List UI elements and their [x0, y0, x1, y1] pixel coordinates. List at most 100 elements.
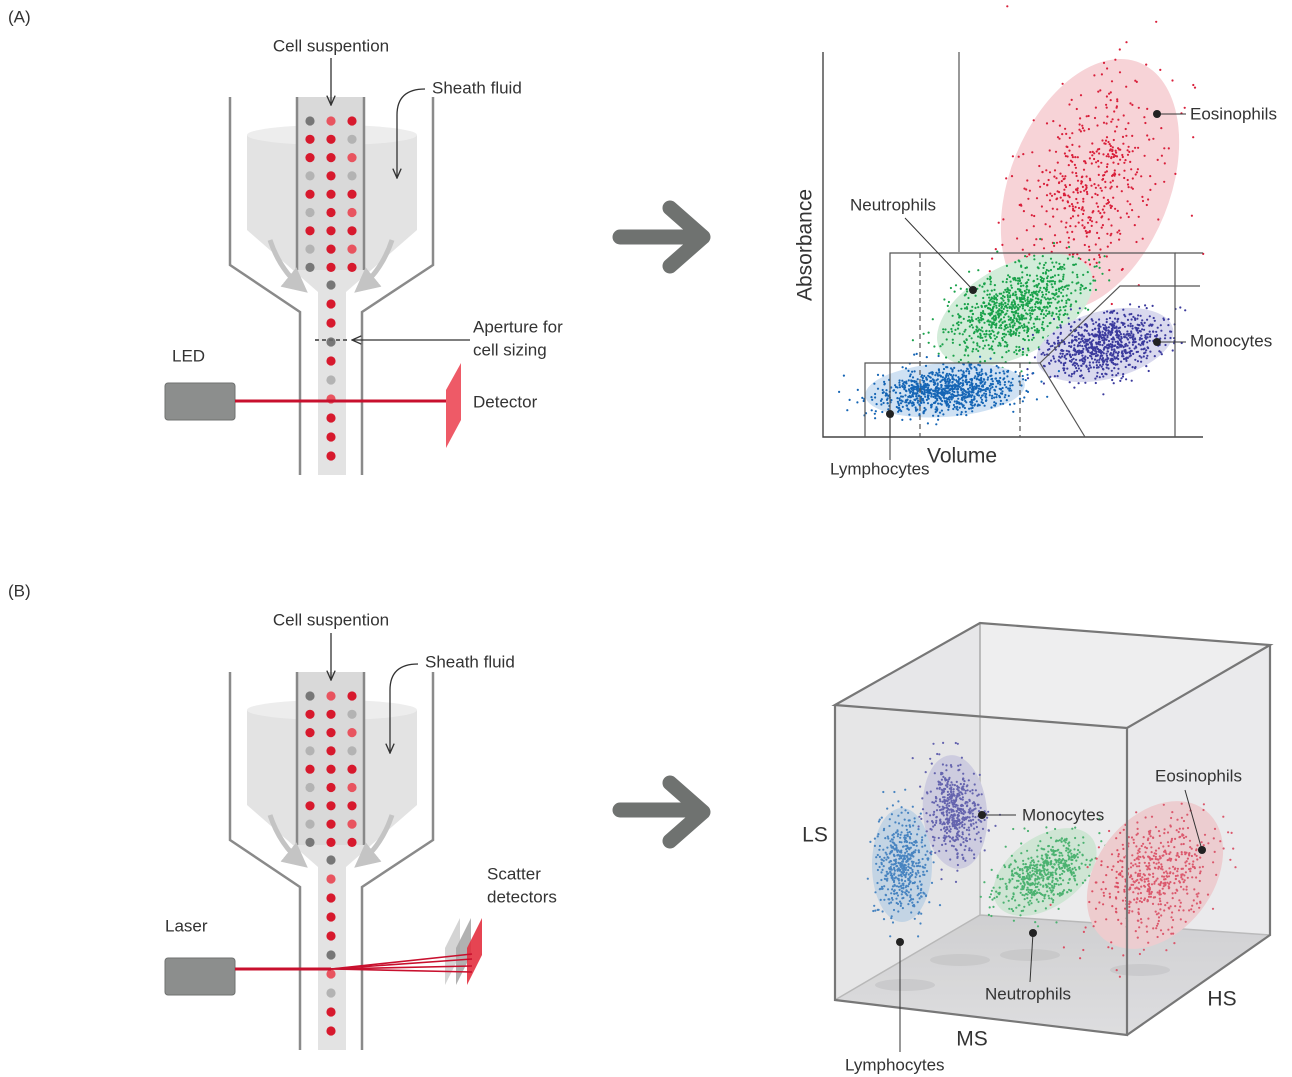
cell-dot: [1022, 307, 1024, 309]
cell-dot: [1095, 354, 1097, 356]
cell-dot: [1120, 333, 1122, 335]
cell-dot: [843, 375, 845, 377]
cell-dot: [1046, 286, 1048, 288]
cell-dot: [1021, 304, 1023, 306]
cell-dot: [967, 392, 969, 394]
cell-dot: [1129, 203, 1131, 205]
diagram: (A) (B) Cell suspention Sheath fluid Ape…: [0, 0, 1292, 1077]
cell-dot: [1004, 302, 1006, 304]
cell-dot: [1075, 198, 1077, 200]
cell-dot: [1058, 356, 1060, 358]
cell-dot: [874, 417, 876, 419]
cell-dot: [941, 410, 943, 412]
cell-dot: [1069, 225, 1071, 227]
cell-dot: [1098, 327, 1100, 329]
cell-dot: [1052, 355, 1054, 357]
cell-dot: [1146, 134, 1148, 136]
cell-dot: [1142, 341, 1144, 343]
cell-dot: [1142, 238, 1144, 240]
cell-dot: [1076, 108, 1078, 110]
cell-dot: [1071, 340, 1073, 342]
cell-dot: [1022, 315, 1024, 317]
cell-dot: [1074, 164, 1076, 166]
cell-dot: [1130, 168, 1132, 170]
cell-dot: [969, 366, 971, 368]
cell-dot: [971, 385, 973, 387]
cell-dot: [1080, 338, 1082, 340]
cell-dot: [956, 322, 958, 324]
cell-dot: [996, 336, 998, 338]
cell-dot: [1146, 204, 1148, 206]
cell-dot: [917, 400, 919, 402]
cell-dot: [1062, 353, 1064, 355]
cell-dot: [1024, 290, 1026, 292]
cell-dot: [1118, 230, 1120, 232]
cell-dot: [943, 368, 945, 370]
cell-dot: [1033, 258, 1035, 260]
cell-dot: [977, 373, 979, 375]
cell-dot: [966, 381, 968, 383]
cell-dot: [1056, 197, 1058, 199]
cell-dot: [1109, 312, 1111, 314]
cell-dot: [955, 284, 957, 286]
cell-dot: [1024, 293, 1026, 295]
cell-dot: [1010, 382, 1012, 384]
cell-dot: [1171, 79, 1173, 81]
cell-dot: [908, 388, 910, 390]
cell-dot: [978, 379, 980, 381]
cell-dot: [1080, 130, 1082, 132]
cell-dot: [946, 373, 948, 375]
cell-dot: [1006, 310, 1008, 312]
cell: [326, 190, 335, 199]
cell-dot: [1145, 338, 1147, 340]
cell-dot: [1093, 74, 1095, 76]
cell-dot: [1103, 352, 1105, 354]
cell-dot: [1048, 302, 1050, 304]
cell-dot: [989, 304, 991, 306]
cell-dot: [1027, 330, 1029, 332]
cell-dot: [1068, 342, 1070, 344]
cell: [347, 116, 356, 125]
cell-dot: [1102, 363, 1104, 365]
cell-dot: [989, 276, 991, 278]
cell-dot: [932, 318, 934, 320]
cell-dot: [965, 338, 967, 340]
cell-dot: [975, 295, 977, 297]
cell-dot: [1047, 325, 1049, 327]
cell-dot: [1013, 324, 1015, 326]
cell-dot: [1027, 327, 1029, 329]
cell-dot: [1149, 351, 1151, 353]
cell-dot: [1034, 329, 1036, 331]
cell-dot: [906, 404, 908, 406]
cell-dot: [1142, 348, 1144, 350]
cell: [326, 969, 335, 978]
cell-dot: [1057, 162, 1059, 164]
cell-dot: [990, 281, 992, 283]
cell-dot: [1111, 379, 1113, 381]
cell-dot: [981, 368, 983, 370]
cell-dot: [1103, 312, 1105, 314]
cell: [305, 820, 314, 829]
cell-dot: [1035, 297, 1037, 299]
cell-dot: [982, 340, 984, 342]
cell-dot: [1108, 330, 1110, 332]
cell-dot: [967, 320, 969, 322]
cell-dot: [1008, 387, 1010, 389]
cell-dot: [976, 385, 978, 387]
cell-dot: [1070, 375, 1072, 377]
cell-dot: [1022, 375, 1024, 377]
cell-dot: [1101, 344, 1103, 346]
cell-dot: [1063, 264, 1065, 266]
cell-dot: [1103, 212, 1105, 214]
cell-dot: [1023, 298, 1025, 300]
cell-dot: [1102, 209, 1104, 211]
cell-dot: [1089, 263, 1091, 265]
cell-dot: [989, 389, 991, 391]
cell-dot: [937, 384, 939, 386]
cell-dot: [1071, 99, 1073, 101]
cell-dot: [1064, 372, 1066, 374]
cell-dot: [1134, 327, 1136, 329]
cell-dot: [1051, 283, 1053, 285]
cell-dot: [1014, 277, 1016, 279]
cell-dot: [1072, 256, 1074, 258]
